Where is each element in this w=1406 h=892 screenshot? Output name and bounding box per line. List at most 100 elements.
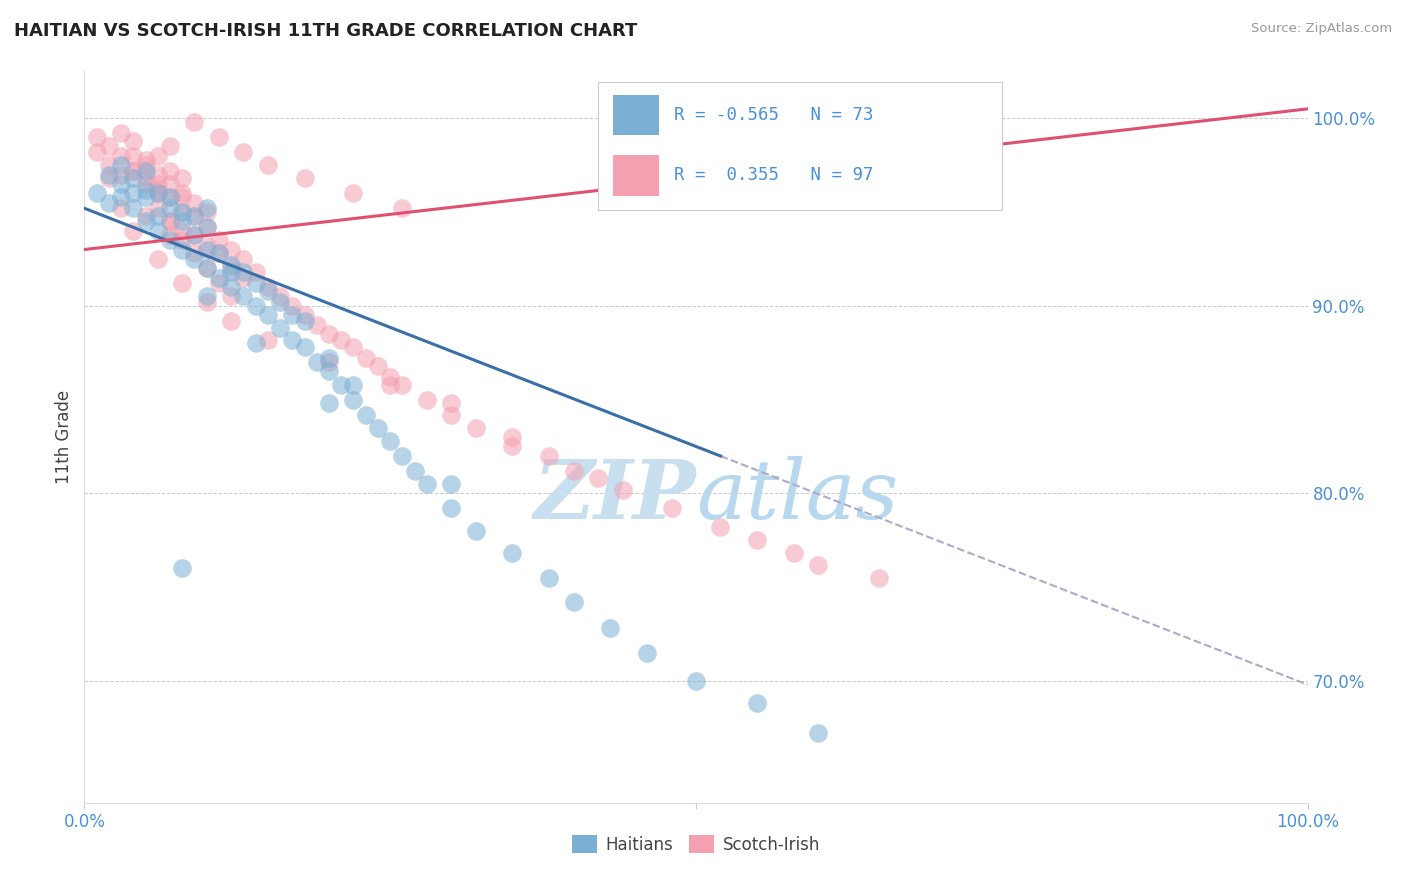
Point	[245, 336, 267, 351]
Point	[208, 246, 231, 260]
Point	[146, 182, 169, 196]
Point	[146, 186, 169, 201]
Point	[807, 558, 830, 572]
Point	[110, 190, 132, 204]
Point	[440, 396, 463, 410]
Point	[146, 186, 169, 201]
Point	[159, 139, 181, 153]
FancyBboxPatch shape	[598, 82, 1002, 211]
Point	[122, 134, 145, 148]
Point	[159, 233, 181, 247]
Point	[97, 195, 120, 210]
Point	[342, 392, 364, 407]
Point	[219, 265, 242, 279]
Point	[464, 524, 486, 538]
Point	[232, 252, 254, 266]
Point	[502, 440, 524, 454]
Point	[172, 190, 194, 204]
Point	[219, 280, 242, 294]
Point	[159, 214, 181, 228]
Point	[159, 190, 181, 204]
Point	[146, 252, 169, 266]
Point	[122, 224, 145, 238]
Point	[122, 171, 145, 186]
Point	[294, 171, 316, 186]
Bar	[613, 95, 659, 135]
Point	[172, 205, 194, 219]
Point	[146, 224, 169, 238]
Bar	[613, 155, 659, 195]
Point	[391, 449, 413, 463]
Point	[219, 289, 242, 303]
Point	[502, 430, 524, 444]
Point	[562, 464, 585, 478]
Point	[380, 377, 402, 392]
Point	[159, 163, 181, 178]
Point	[685, 673, 707, 688]
Point	[172, 171, 194, 186]
Point	[586, 471, 609, 485]
Point	[159, 201, 181, 215]
Point	[183, 227, 205, 242]
Point	[318, 326, 340, 341]
Point	[661, 501, 683, 516]
Point	[183, 246, 205, 260]
Point	[183, 115, 205, 129]
Point	[636, 646, 658, 660]
Point	[232, 270, 254, 285]
Point	[122, 149, 145, 163]
Point	[440, 501, 463, 516]
Point	[146, 149, 169, 163]
Point	[208, 233, 231, 247]
Point	[97, 171, 120, 186]
Point	[172, 243, 194, 257]
Point	[135, 177, 157, 191]
Point	[208, 277, 231, 291]
Point	[294, 314, 316, 328]
Point	[110, 126, 132, 140]
Point	[172, 224, 194, 238]
Point	[380, 434, 402, 448]
Point	[110, 168, 132, 182]
Point	[294, 308, 316, 322]
Point	[416, 392, 439, 407]
Point	[208, 130, 231, 145]
Point	[869, 571, 891, 585]
Point	[146, 201, 169, 215]
Point	[562, 595, 585, 609]
Point	[219, 258, 242, 272]
Point	[86, 130, 108, 145]
Point	[257, 158, 280, 172]
Point	[367, 420, 389, 434]
Point	[195, 201, 218, 215]
Point	[281, 308, 304, 322]
Point	[159, 177, 181, 191]
Point	[195, 205, 218, 219]
Point	[135, 153, 157, 167]
Point	[318, 364, 340, 378]
Point	[110, 158, 132, 172]
Point	[195, 243, 218, 257]
Point	[122, 186, 145, 201]
Point	[172, 561, 194, 575]
Point	[146, 177, 169, 191]
Point	[367, 359, 389, 373]
Point	[110, 149, 132, 163]
Point	[502, 546, 524, 560]
Point	[342, 340, 364, 354]
Point	[330, 377, 353, 392]
Point	[208, 270, 231, 285]
Point	[232, 265, 254, 279]
Point	[135, 158, 157, 172]
Point	[416, 477, 439, 491]
Point	[219, 243, 242, 257]
Point	[305, 355, 328, 369]
Point	[159, 214, 181, 228]
Point	[342, 377, 364, 392]
Point	[269, 289, 291, 303]
Point	[219, 261, 242, 276]
Point	[172, 233, 194, 247]
Point	[257, 284, 280, 298]
Point	[354, 408, 377, 422]
Point	[219, 314, 242, 328]
